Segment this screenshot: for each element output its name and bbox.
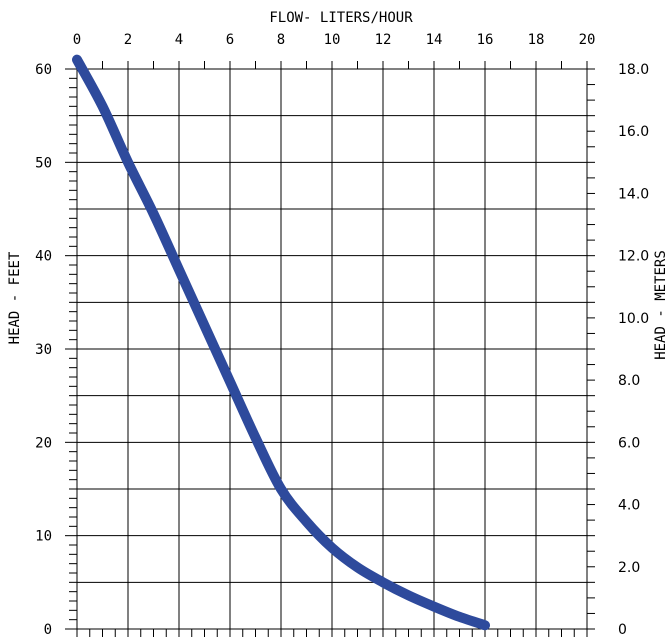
y-axis-title: HEAD - FEET [7,251,23,344]
y2-tick-label: 2.0 [618,560,640,576]
y2-tick-labels: 0 2.0 4.0 6.0 8.0 10.0 12.0 14.0 16.0 18.0 [618,62,649,638]
y2-axis-title: HEAD - METERS [653,250,669,360]
y-tick-label: 30 [35,342,52,358]
y-tick-label: 10 [35,529,52,545]
x-tick-label: 14 [426,32,443,48]
y2-tick-label: 18.0 [618,62,649,78]
y2-tick-label: 16.0 [618,124,649,140]
y2-tick-label: 14.0 [618,186,649,202]
x-tick-label: 4 [175,32,183,48]
x-tick-label: 16 [477,32,494,48]
x-tick-label: 12 [375,32,392,48]
x-tick-label: 10 [324,32,341,48]
y2-tick-label: 4.0 [618,498,640,514]
y-tick-label: 50 [35,155,52,171]
y2-tick-label: 6.0 [618,435,640,451]
x-tick-label: 6 [226,32,234,48]
x-tick-label: 20 [579,32,596,48]
y2-tick-label: 8.0 [618,373,640,389]
y2-tick-label: 10.0 [618,311,649,327]
x-axis-title: FLOW- LITERS/HOUR [269,10,413,26]
x-tick-label: 8 [277,32,285,48]
minor-ticks [65,61,595,637]
y-tick-label: 40 [35,249,52,265]
head-flow-curve [72,54,490,631]
x-tick-label: 18 [528,32,545,48]
x-tick-label: 2 [124,32,132,48]
y-tick-label: 20 [35,435,52,451]
y-tick-labels: 0 10 20 30 40 50 60 [35,62,52,638]
y2-tick-label: 0 [618,622,627,638]
y2-tick-label: 12.0 [618,249,649,265]
y-tick-label: 60 [35,62,52,78]
x-tick-labels: 0 2 4 6 8 10 12 14 16 18 20 [73,32,596,48]
y-tick-label: 0 [44,622,52,638]
x-tick-label: 0 [73,32,81,48]
